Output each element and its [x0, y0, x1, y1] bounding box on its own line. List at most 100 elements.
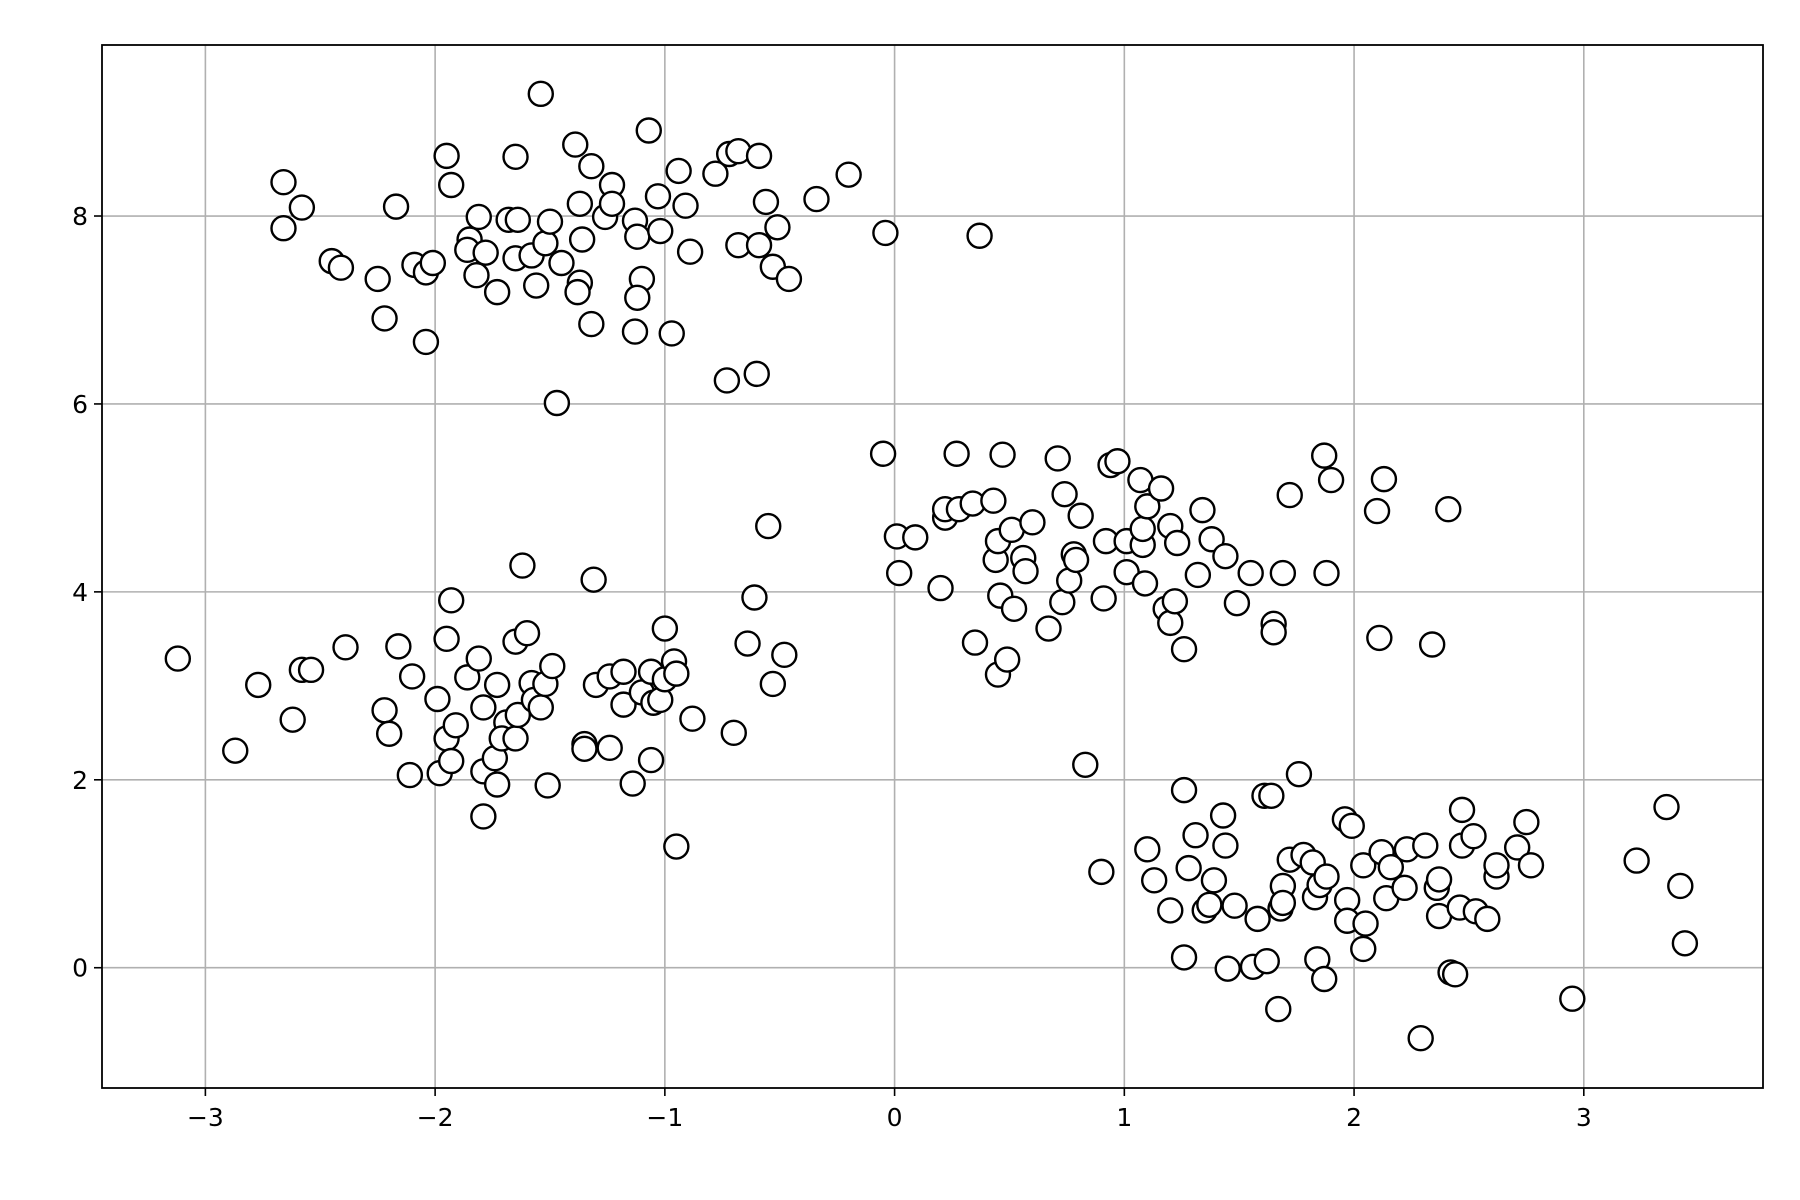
scatter-point [527, 694, 554, 721]
x-tick-label: −2 [417, 1103, 454, 1132]
scatter-point [663, 833, 690, 860]
scatter-point [720, 719, 747, 747]
y-tick-label: 2 [72, 766, 88, 795]
scatter-point [513, 620, 541, 647]
scatter-point [1435, 495, 1462, 523]
scatter-point [523, 272, 550, 299]
scatter-point [472, 239, 499, 266]
scatter-point [483, 671, 511, 699]
scatter-point [419, 249, 447, 277]
scatter-point [1000, 595, 1028, 622]
scatter-point [279, 706, 306, 733]
scatter-point [1175, 854, 1202, 882]
scatter-point [398, 663, 426, 690]
scatter-point [1311, 965, 1338, 993]
scatter-point [1157, 609, 1184, 637]
scatter-point [465, 203, 492, 231]
scatter-point [1198, 526, 1225, 553]
scatter-point [1212, 832, 1239, 859]
scatter-point [745, 231, 773, 259]
y-tick-label: 0 [72, 954, 88, 983]
scatter-point [562, 131, 589, 158]
scatter-point [1671, 930, 1699, 957]
scatter-point [1441, 961, 1469, 988]
scatter-point [1460, 822, 1487, 850]
scatter-point [1035, 615, 1062, 642]
scatter-point [382, 193, 410, 220]
scatter-point [483, 278, 511, 306]
scatter-point [961, 629, 989, 656]
x-tick-label: 1 [1116, 1103, 1132, 1132]
scatter-point [1269, 559, 1297, 587]
scatter-point [1223, 589, 1251, 617]
scatter-point [759, 670, 787, 698]
scatter-point [1258, 782, 1285, 809]
scatter-point [927, 574, 954, 602]
scatter-point [164, 645, 192, 672]
scatter-point [1012, 557, 1039, 585]
scatter-point [1140, 867, 1168, 894]
scatter-point [470, 694, 497, 721]
scatter-point [1474, 905, 1501, 933]
scatter-point [375, 720, 403, 747]
scatter-point [1131, 570, 1159, 597]
scatter-point [713, 367, 741, 394]
scatter-point [580, 566, 607, 593]
scatter-point [371, 305, 398, 332]
scatter-point [1044, 445, 1071, 472]
scatter-point [651, 615, 679, 642]
scatter-point [1147, 475, 1175, 502]
x-tick-label: 2 [1346, 1103, 1362, 1132]
scatter-point [327, 254, 355, 281]
scatter-point [396, 761, 424, 789]
scatter-point [1265, 995, 1292, 1023]
scatter-point [1212, 542, 1239, 570]
scatter-point [1200, 867, 1228, 894]
scatter-point [1366, 624, 1393, 652]
scatter-point [1653, 793, 1680, 821]
scatter-point [1104, 448, 1131, 475]
scatter-point [658, 320, 685, 347]
scatter-point [1170, 635, 1198, 663]
scatter-point [288, 194, 316, 221]
scatter-point [1260, 619, 1287, 646]
scatter-point [1072, 751, 1099, 778]
scatter-point [502, 143, 529, 171]
scatter-point [385, 633, 412, 660]
x-tick-label: 3 [1576, 1103, 1592, 1132]
scatter-point [1221, 892, 1248, 919]
scatter-point [568, 226, 596, 253]
scatter-point [637, 746, 665, 774]
scatter-point [1412, 832, 1439, 859]
scatter-point [1237, 559, 1264, 587]
scatter-point [1276, 481, 1303, 509]
scatter-point [1559, 985, 1586, 1012]
scatter-point [635, 117, 662, 144]
scatter-point [647, 217, 674, 245]
scatter-point [1350, 935, 1377, 963]
y-tick-label: 8 [72, 202, 88, 231]
scatter-point [663, 660, 690, 687]
scatter-point [752, 188, 780, 216]
scatter-point [222, 737, 249, 764]
scatter-point [483, 771, 511, 798]
scatter-point [1425, 866, 1453, 893]
scatter-point [509, 552, 536, 579]
scatter-point [1370, 465, 1398, 493]
scatter-point [1062, 546, 1090, 574]
scatter-point [571, 735, 598, 762]
scatter-point [1503, 834, 1531, 861]
scatter-point [1269, 889, 1297, 917]
scatter-point [624, 284, 651, 311]
scatter-point [1448, 796, 1476, 824]
scatter-point [1350, 852, 1377, 879]
scatter-point [433, 142, 460, 170]
scatter-point [536, 208, 564, 235]
scatter-point [1285, 760, 1313, 788]
scatter-point [665, 157, 692, 185]
scatter-point [1196, 891, 1223, 918]
x-tick-label: −3 [187, 1103, 224, 1132]
scatter-point [1363, 497, 1391, 525]
